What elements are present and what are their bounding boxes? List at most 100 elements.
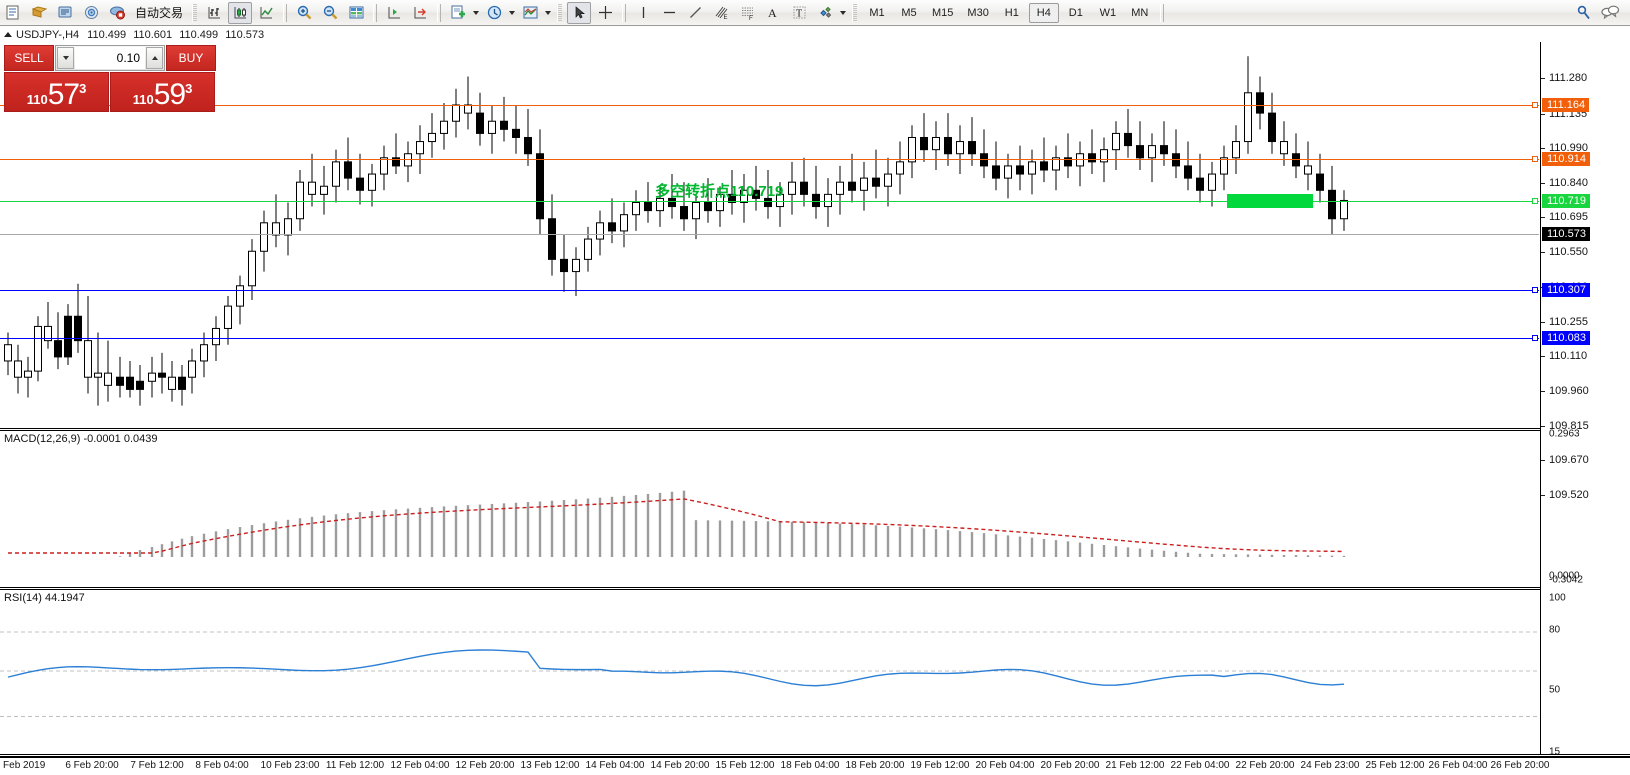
- chart-area[interactable]: 多空转折点110.719 MACD(12,26,9) -0.0001 0.043…: [0, 42, 1630, 775]
- rsi-axis-tick: 50: [1549, 684, 1561, 696]
- timeframe-d1[interactable]: D1: [1068, 6, 1083, 19]
- pane-separator-rsi[interactable]: [0, 587, 1630, 590]
- volume-value[interactable]: 0.10: [75, 47, 145, 69]
- price-tick: 110.840: [1541, 177, 1588, 189]
- timeframe-m1[interactable]: M1: [869, 6, 885, 19]
- objects-icon[interactable]: [813, 2, 837, 24]
- text-label-icon[interactable]: A: [761, 2, 785, 24]
- timeframe-mn[interactable]: MN: [1131, 6, 1149, 19]
- price-level-badge[interactable]: 110.083: [1542, 331, 1590, 345]
- svg-text:F: F: [749, 16, 753, 21]
- toolbar-grip-3[interactable]: [852, 3, 858, 22]
- timeframe-h1[interactable]: H1: [1004, 6, 1019, 19]
- folder-icon[interactable]: [27, 2, 51, 24]
- volume-stepper[interactable]: 0.10: [55, 45, 165, 71]
- price-tick: 109.815: [1541, 420, 1589, 432]
- templates-icon[interactable]: [518, 2, 542, 24]
- sell-button[interactable]: SELL: [4, 45, 54, 71]
- macd-axis-tick: -0.3042: [1549, 574, 1583, 586]
- macd-label: MACD(12,26,9) -0.0001 0.0439: [4, 433, 158, 445]
- period-dropdown-icon[interactable]: [507, 3, 517, 23]
- zoom-in-icon[interactable]: [292, 2, 316, 24]
- templates-dropdown-icon[interactable]: [543, 3, 553, 23]
- search-icon[interactable]: [1572, 2, 1596, 24]
- time-tick: 20 Feb 04:00: [975, 760, 1035, 771]
- svg-text:T: T: [796, 9, 802, 20]
- objects-dropdown-icon[interactable]: [838, 3, 848, 23]
- timeframe-w1[interactable]: W1: [1099, 6, 1117, 19]
- crosshair-icon[interactable]: [593, 2, 617, 24]
- time-tick: 6 Feb 20:00: [65, 760, 119, 771]
- trade-panel-top-row: SELL 0.10 BUY: [4, 45, 216, 71]
- vertical-line-icon[interactable]: [631, 2, 655, 24]
- cursor-icon[interactable]: [567, 1, 592, 24]
- time-tick: 12 Feb 04:00: [390, 760, 450, 771]
- chart-annotation-label[interactable]: 多空转折点110.719: [655, 183, 784, 200]
- collapse-triangle-icon[interactable]: [4, 32, 12, 37]
- sell-price-whole: 110: [26, 92, 48, 107]
- trade-panel-prices: 110 57 3 110 59 3: [4, 72, 216, 112]
- price-level-badge[interactable]: 110.719: [1542, 194, 1590, 208]
- timeframe-h4[interactable]: H4: [1028, 2, 1059, 23]
- svg-text:A: A: [768, 6, 777, 20]
- volume-increase-icon[interactable]: [146, 47, 163, 69]
- rsi-pane[interactable]: RSI(14) 44.1947: [0, 590, 1540, 754]
- pane-separator-macd[interactable]: [0, 428, 1630, 431]
- new-chart-dropdown-icon[interactable]: [471, 3, 481, 23]
- price-tick: 110.695: [1541, 211, 1588, 223]
- macd-pane[interactable]: MACD(12,26,9) -0.0001 0.0439: [0, 431, 1540, 587]
- sell-price-big: 57: [47, 78, 80, 111]
- new-chart-icon[interactable]: [446, 2, 470, 24]
- price-level-badge[interactable]: 110.573: [1542, 227, 1590, 241]
- price-axis[interactable]: 111.280 111.135 110.990 110.840 110.695 110.5…: [1540, 42, 1630, 775]
- price-tick: 110.990: [1541, 142, 1588, 154]
- time-tick: 12 Feb 20:00: [455, 760, 515, 771]
- period-icon[interactable]: [482, 2, 506, 24]
- chat-icon[interactable]: [1598, 2, 1622, 24]
- candlestick-chart-icon[interactable]: [228, 1, 253, 24]
- autotrade-label[interactable]: 自动交易: [135, 6, 184, 20]
- rsi-axis-tick: 15: [1549, 746, 1561, 758]
- symbol-name: USDJPY-,H4: [16, 28, 80, 41]
- time-axis[interactable]: 6 Feb 2019 6 Feb 20:00 7 Feb 12:00 8 Feb 04…: [0, 757, 1630, 775]
- timeframe-m15[interactable]: M15: [932, 6, 954, 19]
- toolbar-grip-1[interactable]: [192, 3, 198, 22]
- autotrade-icon[interactable]: [105, 2, 129, 24]
- horizontal-line-icon[interactable]: [657, 2, 681, 24]
- toolbar-grip-2[interactable]: [557, 3, 563, 22]
- buy-price-display[interactable]: 110 59 3: [110, 72, 215, 112]
- price-pane[interactable]: [0, 42, 1540, 428]
- price-level-badge[interactable]: 111.164: [1542, 98, 1590, 112]
- new-order-icon[interactable]: [1, 2, 25, 24]
- zoom-out-icon[interactable]: [318, 2, 342, 24]
- time-tick: 20 Feb 20:00: [1040, 760, 1100, 771]
- price-tick: 109.960: [1541, 385, 1589, 397]
- chart-shift-icon[interactable]: [382, 2, 406, 24]
- terminal-icon[interactable]: [53, 2, 77, 24]
- volume-decrease-icon[interactable]: [57, 47, 74, 69]
- fibonacci-icon[interactable]: F: [735, 2, 759, 24]
- price-level-badge[interactable]: 110.914: [1542, 152, 1590, 166]
- time-tick: 18 Feb 20:00: [845, 760, 905, 771]
- one-click-trading-panel[interactable]: SELL 0.10 BUY 110 57 3 110 59 3: [4, 45, 216, 113]
- equidistant-channel-icon[interactable]: E: [709, 2, 733, 24]
- bar-chart-icon[interactable]: [202, 2, 226, 24]
- data-window-icon[interactable]: [344, 2, 368, 24]
- timeframe-m5[interactable]: M5: [901, 6, 917, 19]
- demand-zone-rectangle[interactable]: [1227, 194, 1313, 208]
- sell-price-display[interactable]: 110 57 3: [4, 72, 109, 112]
- price-tick: 110.255: [1541, 316, 1588, 328]
- signals-icon[interactable]: [79, 2, 103, 24]
- time-tick: 14 Feb 04:00: [585, 760, 645, 771]
- price-level-badge[interactable]: 110.307: [1542, 283, 1590, 297]
- sell-price-fraction: 3: [79, 81, 87, 96]
- text-icon[interactable]: T: [787, 2, 811, 24]
- line-chart-icon[interactable]: [254, 2, 278, 24]
- buy-price-big: 59: [153, 78, 186, 111]
- rsi-series: [0, 631, 1540, 717]
- timeframe-m30[interactable]: M30: [967, 6, 989, 19]
- auto-scroll-icon[interactable]: [408, 2, 432, 24]
- buy-button[interactable]: BUY: [166, 45, 216, 71]
- buy-price-fraction: 3: [185, 81, 193, 96]
- trendline-icon[interactable]: [683, 2, 707, 24]
